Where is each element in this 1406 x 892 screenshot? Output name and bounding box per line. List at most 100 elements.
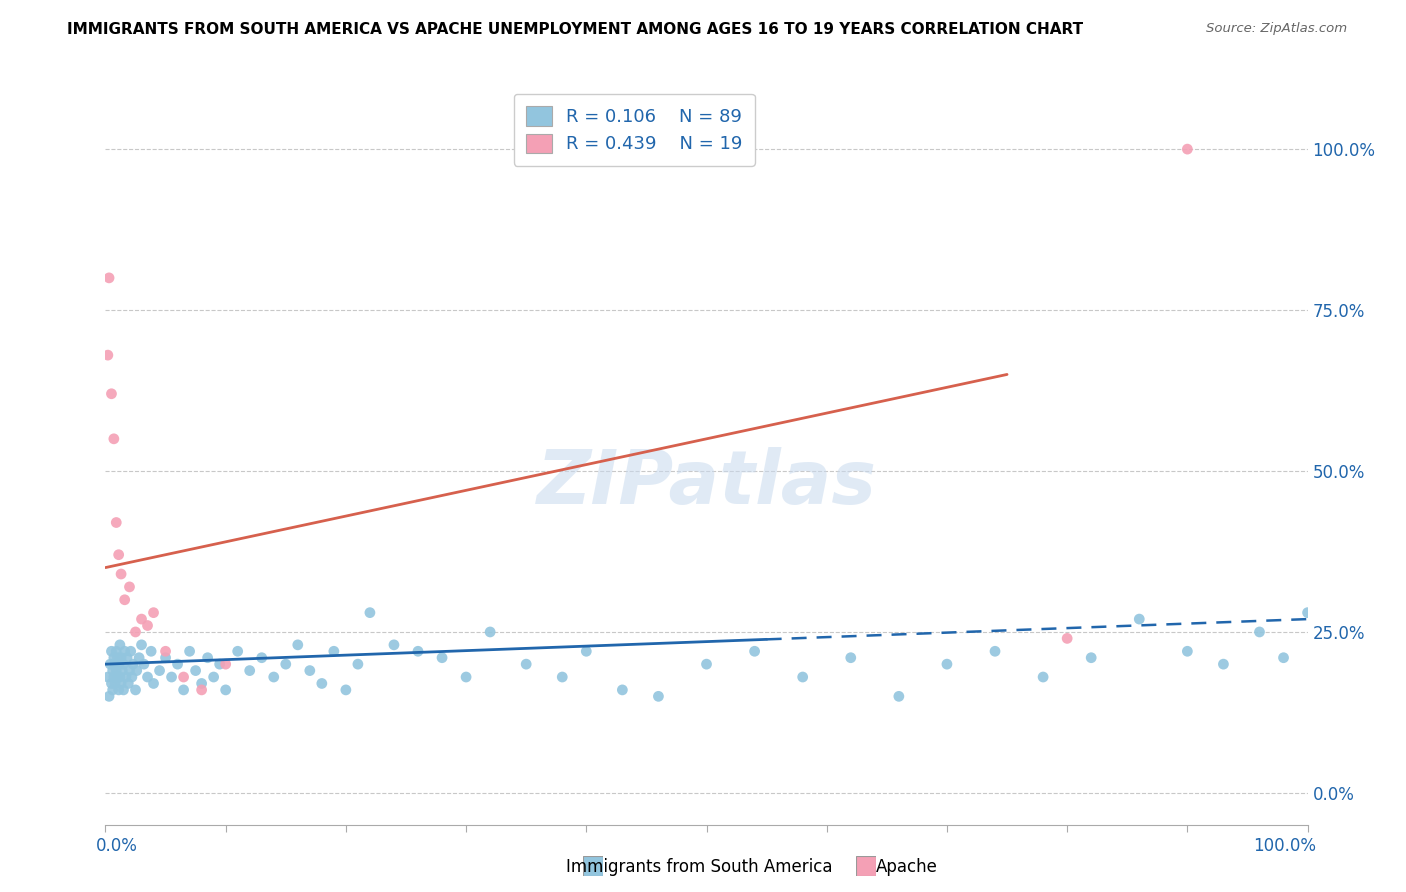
Point — [107, 670, 129, 684]
Point — [1177, 142, 1199, 156]
Point — [190, 676, 212, 690]
Point — [104, 676, 127, 690]
Point — [104, 657, 127, 672]
Point — [108, 670, 131, 684]
Point — [112, 657, 135, 672]
Point — [98, 690, 121, 704]
Point — [98, 657, 121, 672]
Point — [107, 682, 129, 697]
Point — [214, 657, 236, 672]
Point — [160, 670, 183, 684]
Point — [155, 644, 177, 658]
Point — [250, 650, 273, 665]
Point — [101, 682, 124, 697]
Point — [118, 580, 141, 594]
Point — [936, 657, 959, 672]
Point — [142, 676, 165, 690]
Point — [105, 644, 128, 658]
Point — [263, 670, 285, 684]
Point — [1249, 624, 1271, 639]
Point — [101, 664, 124, 678]
Point — [647, 690, 669, 704]
Point — [575, 644, 598, 658]
Point — [136, 670, 159, 684]
Point — [121, 670, 143, 684]
Point — [173, 670, 195, 684]
Point — [122, 657, 145, 672]
Point — [179, 644, 201, 658]
Text: ZIPatlas: ZIPatlas — [537, 448, 876, 520]
Point — [479, 624, 502, 639]
Point — [311, 676, 333, 690]
Point — [117, 676, 139, 690]
Point — [155, 650, 177, 665]
Point — [100, 676, 122, 690]
Point — [112, 682, 135, 697]
Point — [111, 664, 134, 678]
Point — [139, 644, 162, 658]
Point — [430, 650, 453, 665]
Point — [97, 670, 120, 684]
Point — [132, 657, 155, 672]
Point — [214, 682, 236, 697]
Point — [208, 657, 231, 672]
Point — [1177, 644, 1199, 658]
Point — [1212, 657, 1234, 672]
Point — [1080, 650, 1102, 665]
Text: 0.0%: 0.0% — [96, 837, 138, 855]
Text: 100.0%: 100.0% — [1253, 837, 1316, 855]
Point — [115, 670, 138, 684]
Point — [984, 644, 1007, 658]
Point — [456, 670, 478, 684]
Point — [107, 650, 129, 665]
Point — [107, 548, 129, 562]
Point — [1128, 612, 1150, 626]
Point — [298, 664, 321, 678]
Point — [131, 612, 153, 626]
Legend: R = 0.106    N = 89, R = 0.439    N = 19: R = 0.106 N = 89, R = 0.439 N = 19 — [513, 94, 755, 166]
Point — [202, 670, 225, 684]
Point — [335, 682, 357, 697]
Point — [142, 606, 165, 620]
Point — [110, 567, 132, 582]
Point — [131, 638, 153, 652]
Point — [97, 348, 120, 362]
Point — [406, 644, 429, 658]
Text: IMMIGRANTS FROM SOUTH AMERICA VS APACHE UNEMPLOYMENT AMONG AGES 16 TO 19 YEARS C: IMMIGRANTS FROM SOUTH AMERICA VS APACHE … — [67, 22, 1084, 37]
Point — [124, 624, 146, 639]
Point — [148, 664, 170, 678]
Point — [125, 664, 148, 678]
Point — [118, 664, 141, 678]
Point — [1296, 606, 1319, 620]
Point — [184, 664, 207, 678]
Point — [287, 638, 309, 652]
Point — [515, 657, 537, 672]
Point — [322, 644, 344, 658]
Point — [744, 644, 766, 658]
Point — [1032, 670, 1054, 684]
Point — [1056, 632, 1078, 646]
Point — [274, 657, 297, 672]
Point — [166, 657, 188, 672]
Point — [103, 670, 125, 684]
Point — [1272, 650, 1295, 665]
Text: Source: ZipAtlas.com: Source: ZipAtlas.com — [1206, 22, 1347, 36]
Text: Immigrants from South America: Immigrants from South America — [565, 858, 832, 876]
Point — [887, 690, 910, 704]
Point — [347, 657, 370, 672]
Point — [792, 670, 814, 684]
Point — [114, 592, 136, 607]
Point — [612, 682, 634, 697]
Point — [103, 650, 125, 665]
Point — [120, 644, 142, 658]
Point — [98, 271, 121, 285]
Point — [108, 638, 131, 652]
Point — [173, 682, 195, 697]
Point — [128, 650, 150, 665]
Point — [382, 638, 405, 652]
Point — [107, 657, 129, 672]
Point — [115, 650, 138, 665]
Point — [100, 386, 122, 401]
Text: Apache: Apache — [876, 858, 938, 876]
Point — [359, 606, 381, 620]
